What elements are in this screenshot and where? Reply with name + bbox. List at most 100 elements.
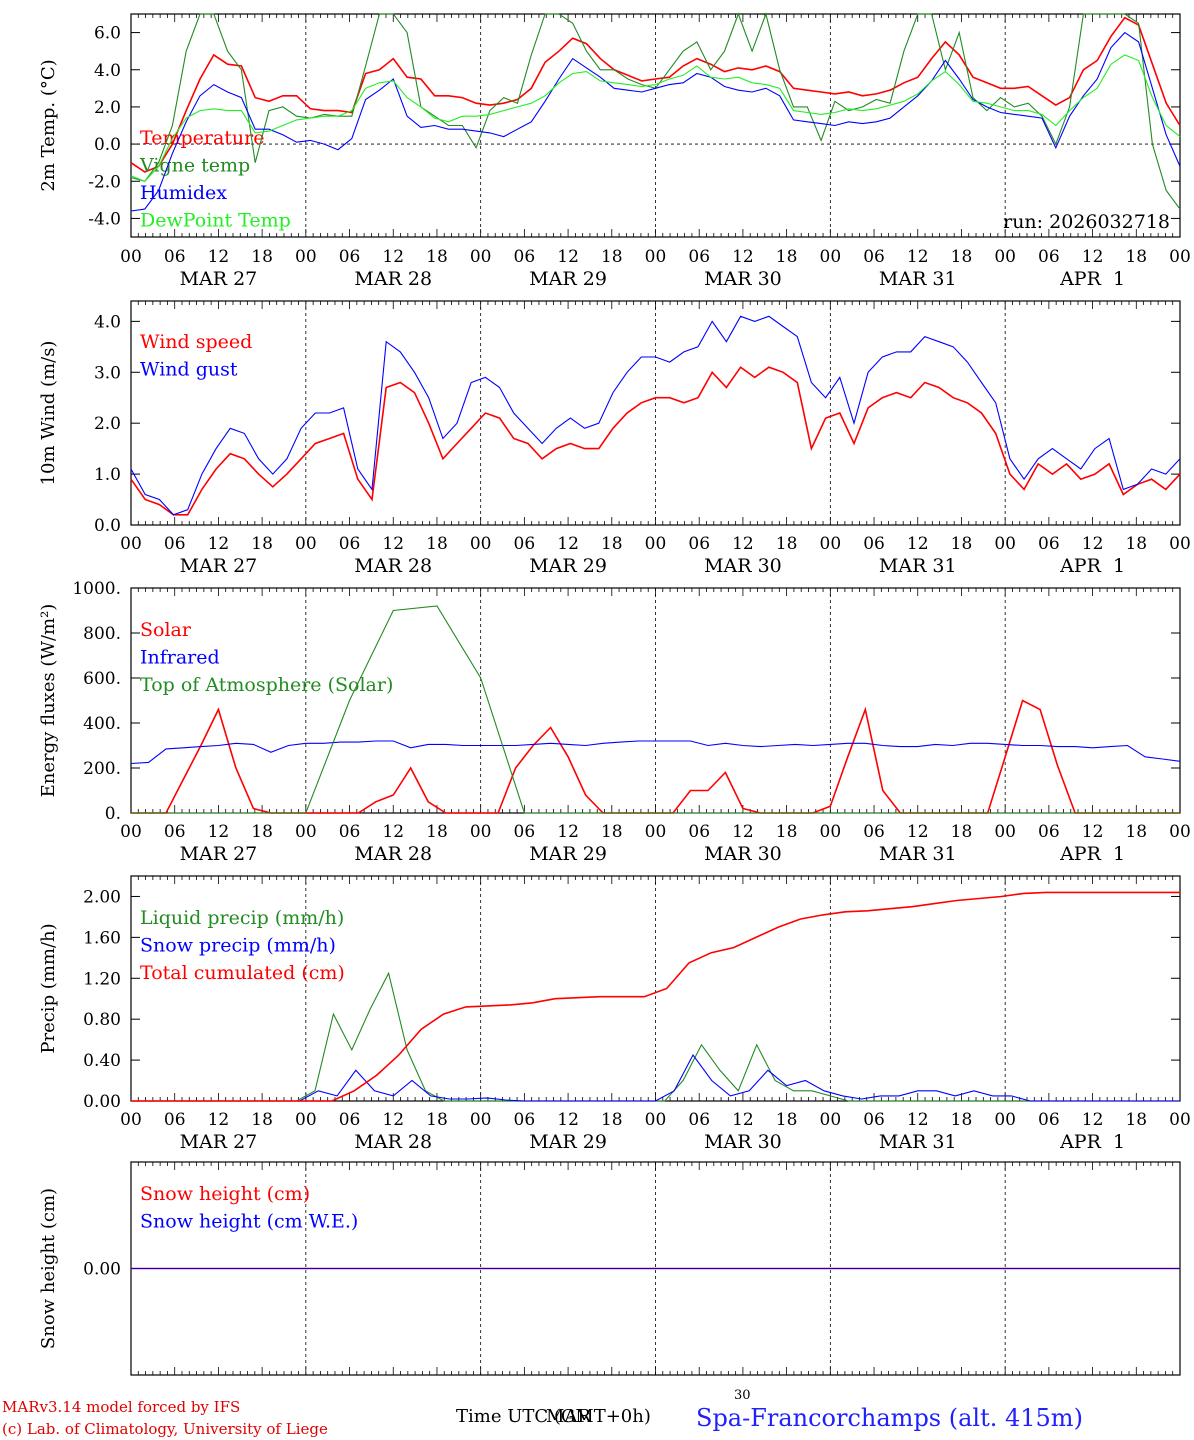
x-tick-label: 00	[645, 1110, 667, 1130]
x-tick-label: 06	[339, 822, 361, 842]
x-tick-label: 00	[295, 1110, 317, 1130]
x-tick-label: 12	[557, 1110, 579, 1130]
legend-entry: Solar	[140, 619, 192, 641]
day-label: MAR 29	[529, 1131, 607, 1153]
y-tick-label: 1.0	[94, 465, 121, 485]
snow-ylabel: Snow height (cm)	[38, 1188, 59, 1349]
model-line: MARv3.14 model forced by IFS	[2, 1398, 240, 1416]
run-annotation: run: 2026032718	[1003, 211, 1170, 233]
day-label: MAR 27	[180, 555, 258, 577]
x-tick-label: 00	[470, 1110, 492, 1130]
x-tick-label: 18	[951, 822, 973, 842]
x-tick-label: 06	[514, 1110, 536, 1130]
legend-entry: Top of Atmosphere (Solar)	[140, 674, 393, 696]
y-tick-label: 0.0	[94, 135, 121, 155]
legend-entry: Wind gust	[140, 359, 238, 381]
y-tick-label: 1.20	[83, 969, 121, 989]
x-tick-label: 12	[208, 247, 230, 267]
y-tick-label: 4.0	[94, 312, 121, 332]
x-tick-label: 00	[120, 534, 142, 554]
x-tick-label: 12	[907, 1110, 929, 1130]
x-tick-label: 06	[514, 247, 536, 267]
x-tick-label: 06	[688, 247, 710, 267]
legend-entry: Humidex	[140, 182, 227, 204]
x-tick-label: 12	[382, 534, 404, 554]
x-tick-label: 12	[1082, 822, 1104, 842]
x-tick-label: 18	[776, 822, 798, 842]
x-tick-label: 12	[732, 534, 754, 554]
y-tick-label: 2.00	[83, 887, 121, 907]
y-tick-label: 0.	[105, 804, 121, 824]
x-tick-label: 06	[1038, 822, 1060, 842]
y-tick-label: 0.00	[83, 1092, 121, 1112]
x-tick-label: 00	[645, 247, 667, 267]
x-tick-label: 06	[164, 822, 186, 842]
day-label: MAR 31	[879, 1131, 957, 1153]
x-tick-label: 12	[907, 534, 929, 554]
series-line-wind-speed	[130, 366, 1181, 516]
x-tick-label: 06	[863, 1110, 885, 1130]
legend-entry: Temperature	[140, 127, 264, 149]
x-tick-label: 06	[688, 822, 710, 842]
x-tick-label: 06	[1038, 247, 1060, 267]
x-tick-label: 18	[951, 534, 973, 554]
y-tick-label: -4.0	[88, 209, 121, 229]
x-tick-label: 00	[1169, 247, 1191, 267]
day-label: MAR 28	[354, 1131, 432, 1153]
day-label: MAR 29	[529, 555, 607, 577]
wind-frame	[130, 300, 1181, 526]
x-tick-label: 06	[1038, 1110, 1060, 1130]
day-label: MAR 29	[529, 843, 607, 865]
x-tick-label: 00	[1169, 1110, 1191, 1130]
x-tick-label: 00	[645, 822, 667, 842]
x-tick-label: 12	[732, 822, 754, 842]
x-tick-label: 00	[120, 822, 142, 842]
series-line-top-of-atmosphere-solar-	[131, 605, 1180, 814]
y-tick-label: 0.80	[83, 1010, 121, 1030]
series-line-wind-gust	[130, 315, 1181, 516]
day-label: MAR 27	[180, 843, 258, 865]
x-tick-label: 00	[820, 534, 842, 554]
x-tick-label: 06	[514, 822, 536, 842]
y-tick-label: 2.0	[94, 98, 121, 118]
x-tick-label: 12	[557, 534, 579, 554]
x-tick-label: 00	[295, 822, 317, 842]
x-tick-label: 12	[732, 1110, 754, 1130]
time-axis-label: Time UTC (GMT+0h)	[456, 1406, 651, 1427]
series-line-humidex	[130, 31, 1181, 212]
x-tick-label: 18	[601, 1110, 623, 1130]
x-tick-label: 06	[863, 534, 885, 554]
x-tick-label: 18	[1125, 247, 1147, 267]
x-tick-label: 18	[1125, 1110, 1147, 1130]
x-tick-label: 12	[557, 247, 579, 267]
day-label: MAR 27	[180, 1131, 258, 1153]
y-tick-label: 0.40	[83, 1051, 121, 1071]
wind-ylabel: 10m Wind (m/s)	[38, 341, 59, 486]
day-label: APR 1	[1059, 268, 1125, 290]
x-tick-label: 12	[907, 822, 929, 842]
legend-entry: Snow height (cm)	[140, 1183, 310, 1205]
series-line-temperature	[130, 16, 1181, 173]
legend-entry: Infrared	[140, 647, 220, 669]
legend-entry: Liquid precip (mm/h)	[140, 907, 344, 929]
x-tick-label: 00	[820, 247, 842, 267]
x-tick-label: 18	[251, 247, 273, 267]
x-tick-label: 00	[120, 247, 142, 267]
overlap-marker: MAR	[546, 1406, 591, 1427]
x-tick-label: 12	[557, 822, 579, 842]
x-tick-label: 06	[688, 534, 710, 554]
temperature-frame	[130, 13, 1181, 238]
x-tick-label: 18	[251, 534, 273, 554]
x-tick-label: 00	[120, 1110, 142, 1130]
y-tick-label: 800.	[83, 624, 121, 644]
x-tick-label: 06	[164, 247, 186, 267]
x-tick-label: 00	[295, 534, 317, 554]
x-tick-label: 06	[863, 822, 885, 842]
x-tick-label: 18	[426, 247, 448, 267]
energy-panel: 0. 200. 400. 600. 800. 1000. Energy fluxes (W/…	[38, 579, 1191, 865]
x-tick-label: 00	[994, 247, 1016, 267]
temperature-panel: -4.0 -2.0 0.0 2.0 4.0 6.0 2m Temp. (°C) Tempera…	[38, 12, 1191, 290]
x-tick-label: 12	[1082, 1110, 1104, 1130]
wind-panel: 0.0 1.0 2.0 3.0 4.0 10m Wind (m/s) Wind speed W…	[38, 300, 1191, 577]
day-label: MAR 27	[180, 268, 258, 290]
